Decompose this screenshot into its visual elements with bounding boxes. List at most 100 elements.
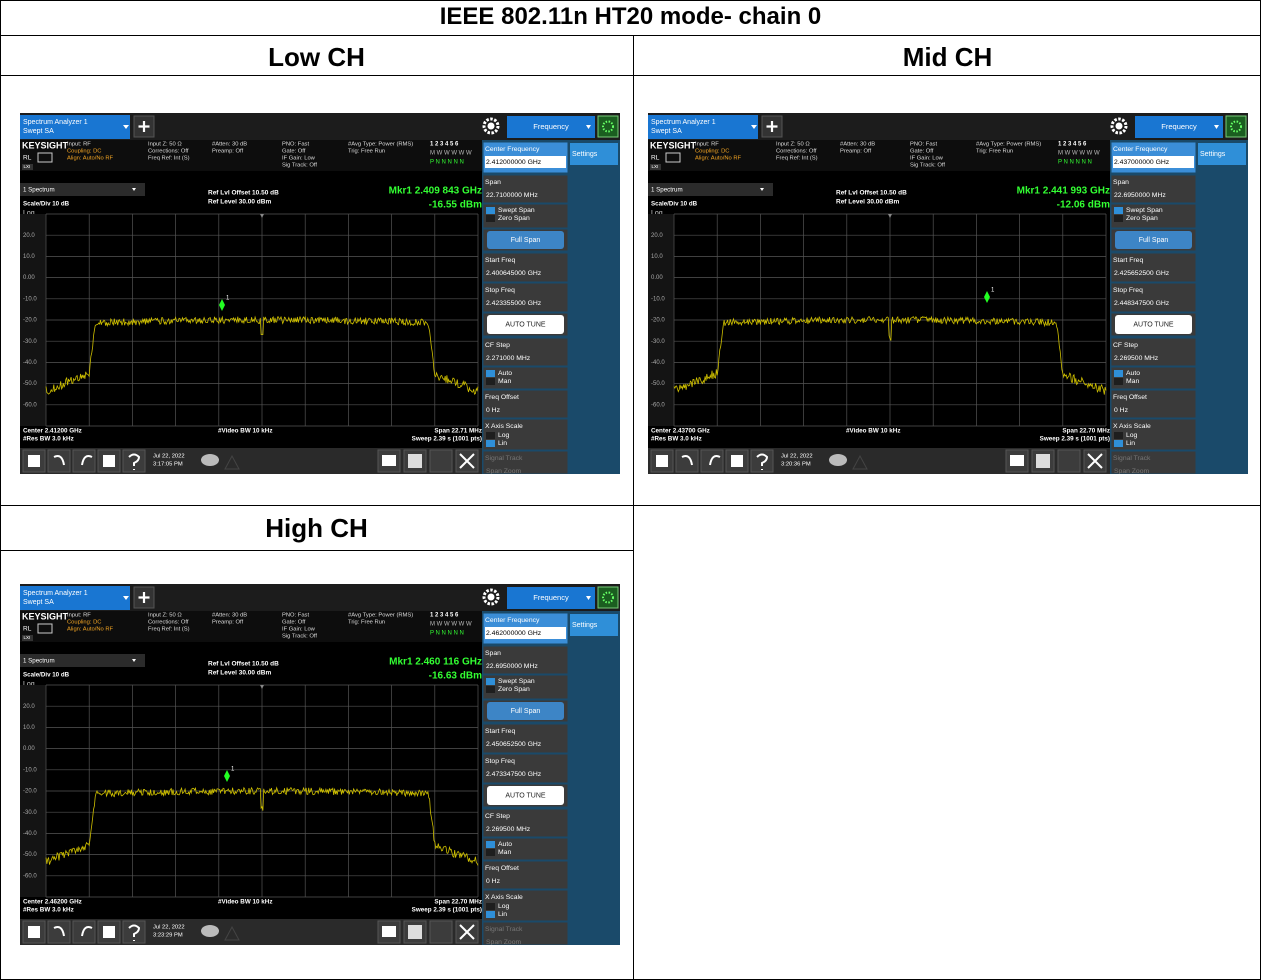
screen-text: 10.0: [23, 254, 35, 260]
screen-text: 0.00: [23, 746, 35, 752]
screen-text: Trig: Free Run: [976, 149, 1013, 155]
screen-text: Ref Level 30.00 dBm: [836, 199, 899, 206]
screen-text: Log: [498, 432, 510, 439]
windows-icon: [656, 455, 668, 467]
screen-text: Mkr1 2.460 116 GHz: [389, 657, 482, 668]
screen-text: Frequency: [1161, 122, 1197, 131]
screen-text: Center Frequency: [1113, 146, 1168, 153]
screen-text: Stop Freq: [485, 287, 515, 294]
screen-text: -16.63 dBm: [429, 671, 482, 682]
screen-text: Align: Auto/No RF: [695, 156, 742, 162]
screen-text: Span: [485, 650, 501, 657]
screen-text: CF Step: [485, 813, 510, 820]
screen-text: IF Gain: Low: [910, 156, 944, 162]
option-indicator: [1114, 370, 1123, 377]
screen-text: 1 Spectrum: [651, 187, 683, 194]
screen-text: Center Frequency: [485, 146, 540, 153]
screen-text: KEYSIGHT: [22, 140, 69, 150]
screen-text: Center 2.43700 GHz: [651, 428, 710, 435]
border: [0, 550, 634, 551]
screen-text: Freq Offset: [485, 394, 519, 401]
screen-text: 1 2 3 4 5 6: [1058, 142, 1087, 148]
option-indicator: [486, 370, 495, 377]
screen-text: Stop Freq: [485, 758, 515, 765]
screen-text: Lin: [1126, 440, 1135, 447]
option-indicator: [1114, 440, 1123, 447]
screen-text: KEYSIGHT: [22, 611, 69, 621]
screen-text: 1 2 3 4 5 6: [430, 613, 459, 619]
screen-text: Full Span: [511, 708, 541, 715]
option-indicator: [486, 911, 495, 918]
screen-text: -50.0: [23, 852, 37, 858]
screen-text: LXI: [24, 635, 31, 640]
screen-text: Sig Track: Off: [910, 163, 945, 169]
screen-text: Stop Freq: [1113, 287, 1143, 294]
option-indicator: [486, 215, 495, 222]
screen-text: Man: [498, 378, 511, 385]
screen-text: Freq Ref: Int (S): [776, 156, 818, 162]
option-indicator: [486, 849, 495, 856]
option-indicator: [1114, 207, 1123, 214]
screen-text: Swept SA: [23, 128, 54, 135]
screen-text: Scale/Div 10 dB: [23, 672, 70, 679]
screen-text: Sig Track: Off: [282, 163, 317, 169]
border: [633, 35, 634, 980]
touch-icon: [1036, 454, 1050, 468]
screen-text: Ref Lvl Offset 10.50 dB: [208, 661, 279, 668]
screen-text: #Res BW 3.0 kHz: [23, 436, 74, 443]
screen-text: #Res BW 3.0 kHz: [23, 907, 74, 914]
chat-icon: [201, 454, 219, 466]
screen-text: Freq Ref: Int (S): [148, 627, 190, 633]
screen-text: AUTO TUNE: [505, 792, 546, 799]
screen-text: 1 Spectrum: [23, 658, 55, 665]
screen-text: P N N N N N: [1058, 160, 1092, 166]
screen-text: Signal Track: [485, 926, 523, 933]
touch-icon: [408, 454, 422, 468]
screen-text: Jul 22, 2022: [153, 454, 185, 460]
screen-text: 22.6950000 MHz: [486, 663, 538, 670]
screen-text: Span 22.71 MHz: [434, 428, 482, 435]
option-indicator: [486, 440, 495, 447]
screen-text: #Video BW 10 kHz: [218, 428, 272, 435]
screen-text: Settings: [1200, 151, 1226, 158]
screen-text: 2.425652500 GHz: [1114, 270, 1170, 277]
screen-text: -40.0: [651, 360, 665, 366]
screen-text: #Avg Type: Power (RMS): [976, 142, 1041, 148]
screen-text: Preamp: Off: [212, 620, 244, 626]
taskbar-button: [1058, 450, 1080, 472]
screen-text: #Atten: 30 dB: [212, 613, 247, 619]
screen-text: Trig: Free Run: [348, 149, 385, 155]
screen-text: RL: [651, 155, 660, 162]
screen-text: Sweep 2.39 s (1001 pts): [412, 436, 482, 443]
screen-text: Zero Span: [498, 686, 530, 693]
option-indicator: [486, 378, 495, 385]
screen-text: Full Span: [1139, 237, 1169, 244]
screen-text: AUTO TUNE: [505, 321, 546, 328]
screen-text: Mkr1 2.409 843 GHz: [389, 186, 482, 197]
screen-text: -30.0: [23, 810, 37, 816]
screen-text: 2.450652500 GHz: [486, 741, 542, 748]
screen-text: Trig: Free Run: [348, 620, 385, 626]
screen-text: Lin: [498, 440, 507, 447]
screen-text: Align: Auto/No RF: [67, 156, 114, 162]
screen-text: -20.0: [23, 789, 37, 795]
panel-label: Mid CH: [634, 42, 1261, 73]
softkey: [483, 367, 568, 389]
screen-text: Preamp: Off: [840, 149, 872, 155]
screen-text: Mkr1 2.441 993 GHz: [1017, 186, 1110, 197]
screen-text: Span Zoom: [486, 468, 521, 474]
panel-label: High CH: [0, 513, 633, 544]
screen-text: Swept Span: [1126, 207, 1163, 214]
screen-text: M W W W W W: [1058, 151, 1100, 157]
screen-text: Freq Offset: [1113, 394, 1147, 401]
screen-text: 2.269500 MHz: [1114, 355, 1159, 362]
screen-text: Span Zoom: [1114, 468, 1149, 474]
screen-text: 1 2 3 4 5 6: [430, 142, 459, 148]
option-indicator: [486, 432, 495, 439]
screen-text: -50.0: [23, 381, 37, 387]
screen-text: Zero Span: [498, 215, 530, 222]
screen-text: Input: RF: [67, 613, 91, 619]
screen-text: Auto: [498, 841, 512, 848]
status-icon: [1226, 116, 1246, 137]
gear-icon: [488, 594, 495, 601]
